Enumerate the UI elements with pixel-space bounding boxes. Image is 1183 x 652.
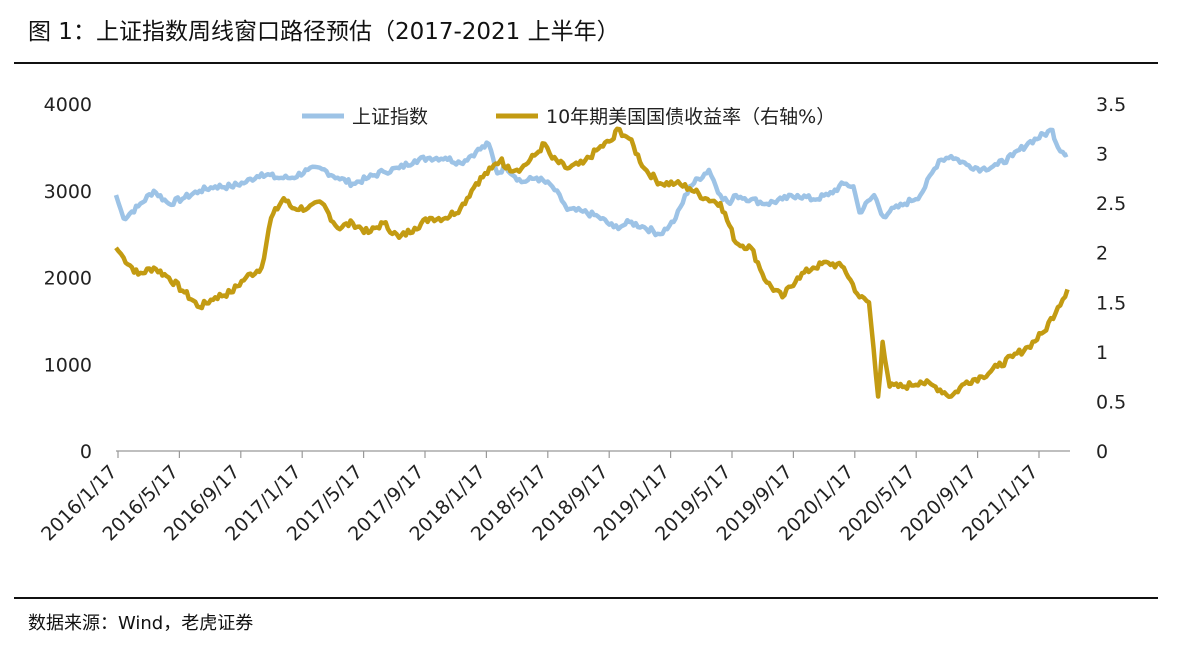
source-note: 数据来源：Wind，老虎证券 (28, 613, 254, 634)
y-left-tick-label: 1000 (44, 354, 92, 376)
y-left-tick-label: 2000 (44, 268, 92, 290)
y-right-tick-label: 0 (1096, 441, 1108, 463)
legend-label: 10年期美国国债收益率（右轴%） (546, 106, 835, 128)
y-right-tick-label: 3 (1096, 144, 1108, 166)
y-right-tick-label: 0.5 (1096, 391, 1126, 413)
y-right-tick-label: 3.5 (1096, 94, 1126, 116)
y-right-tick-label: 2 (1096, 243, 1108, 265)
series-line-sse-index (113, 127, 1069, 238)
chart-lines (113, 126, 1070, 400)
y-right-tick-label: 1.5 (1096, 292, 1126, 314)
y-left-tick-label: 3000 (44, 181, 92, 203)
bottom-rule (14, 597, 1158, 599)
series-line-us10y-yield (114, 126, 1070, 400)
figure-title: 图 1：上证指数周线窗口路径预估（2017-2021 上半年） (28, 19, 620, 45)
y-right-tick-label: 1 (1096, 342, 1108, 364)
top-rule (14, 62, 1158, 64)
y-left-tick-label: 0 (80, 441, 92, 463)
chart-legend: 上证指数 10年期美国国债收益率（右轴%） (302, 106, 835, 128)
y-left-tick-label: 4000 (44, 94, 92, 116)
y-right-tick-label: 2.5 (1096, 193, 1126, 215)
legend-label: 上证指数 (352, 106, 428, 128)
